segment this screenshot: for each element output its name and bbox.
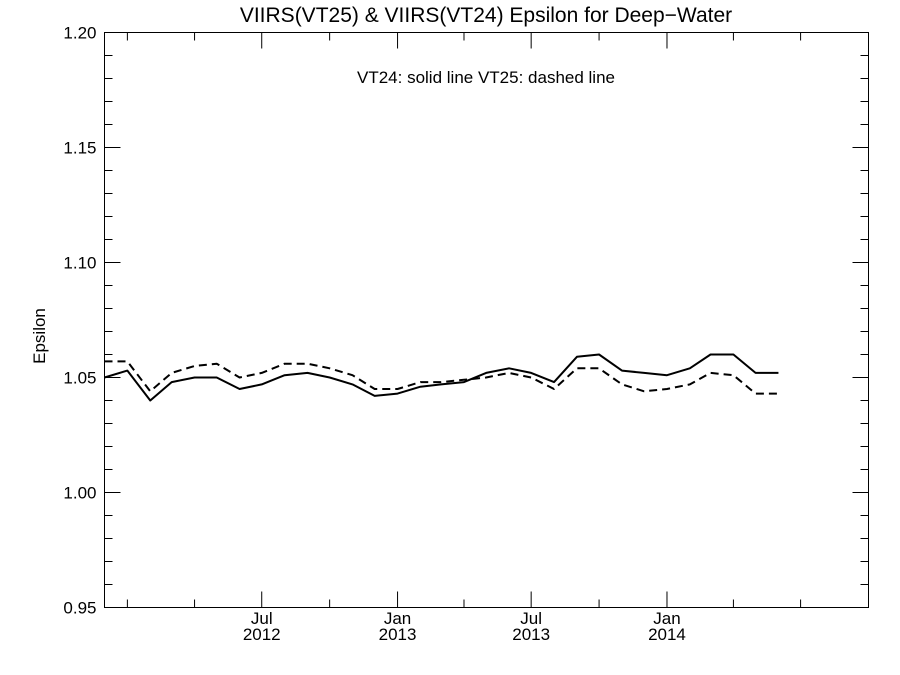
y-tick-label: 1.10 — [63, 254, 96, 273]
y-tick-label: 1.15 — [63, 139, 96, 158]
x-tick-month-label: Jan — [384, 609, 411, 628]
x-tick-year-label: 2013 — [512, 625, 550, 644]
series-line-vt24 — [104, 353, 779, 402]
x-tick-year-label: 2013 — [379, 625, 417, 644]
x-tick-month-label: Jan — [653, 609, 680, 628]
y-tick-label: 1.20 — [63, 24, 96, 43]
x-tick-month-label: Jul — [520, 609, 542, 628]
x-tick-year-label: 2014 — [648, 625, 686, 644]
x-tick-year-label: 2012 — [243, 625, 281, 644]
series-annotation: VT24: solid line VT25: dashed line — [357, 68, 615, 87]
y-axis-label: Epsilon — [30, 308, 49, 364]
plot-frame — [104, 32, 869, 608]
y-tick-label: 1.00 — [63, 484, 96, 503]
chart-title: VIIRS(VT25) & VIIRS(VT24) Epsilon for De… — [240, 4, 732, 27]
series-line-vt25 — [104, 360, 779, 395]
y-tick-label: 1.05 — [63, 369, 96, 388]
y-tick-label: 0.95 — [63, 599, 96, 618]
x-tick-month-label: Jul — [251, 609, 273, 628]
